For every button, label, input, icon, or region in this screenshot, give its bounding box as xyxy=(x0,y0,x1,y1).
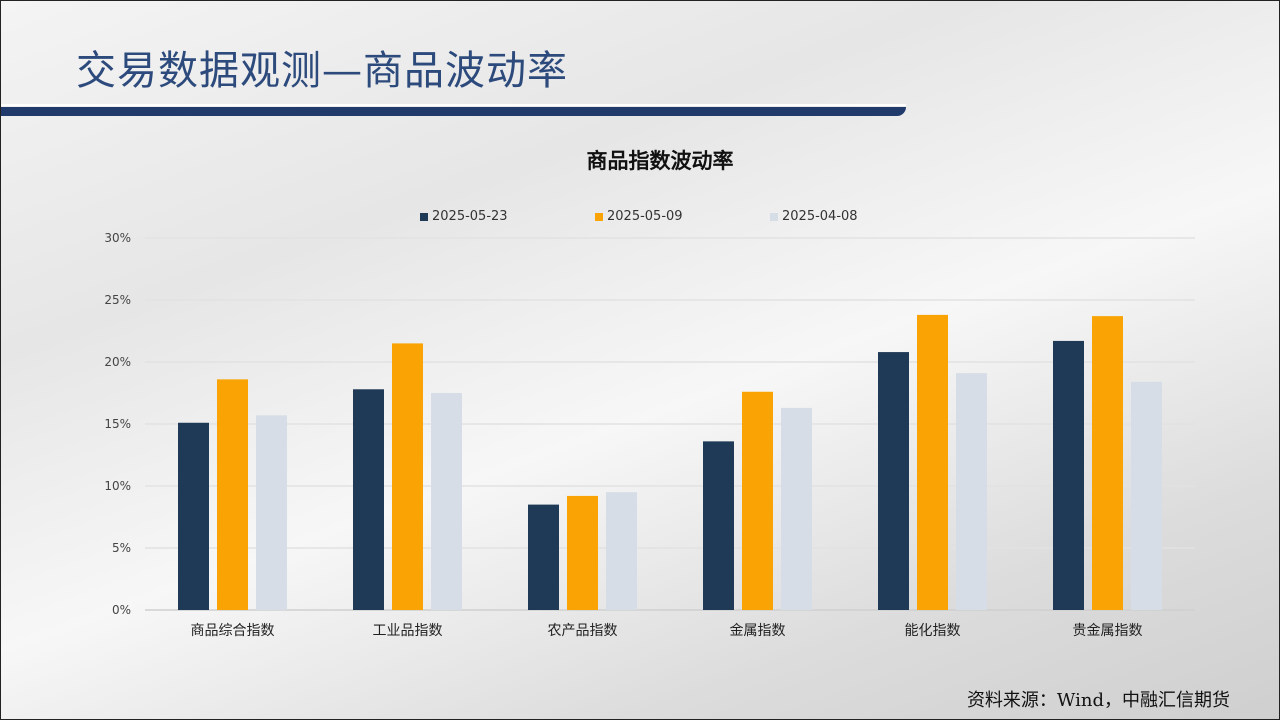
y-tick-label: 0% xyxy=(112,603,131,617)
title-underline-bar xyxy=(0,107,906,116)
bar xyxy=(1053,340,1084,610)
y-tick-label: 25% xyxy=(104,293,131,307)
y-tick-label: 10% xyxy=(104,479,131,493)
bar xyxy=(256,415,287,610)
y-tick-label: 30% xyxy=(104,231,131,245)
bar xyxy=(742,391,773,610)
legend-label: 2025-05-09 xyxy=(607,209,683,224)
x-category-label: 农产品指数 xyxy=(548,623,618,639)
legend-swatch xyxy=(770,212,778,221)
bar xyxy=(781,407,812,610)
bar xyxy=(1131,381,1162,610)
y-tick-label: 15% xyxy=(104,417,131,431)
legend-swatch xyxy=(595,212,603,221)
bar xyxy=(528,504,559,610)
x-category-label: 商品综合指数 xyxy=(191,623,275,639)
slide-title: 交易数据观测—商品波动率 xyxy=(76,48,568,94)
legend-swatch xyxy=(420,212,428,221)
source-note: 资料来源：Wind，中融汇信期货 xyxy=(966,690,1230,711)
title-underline-highlight xyxy=(0,104,906,106)
y-tick-label: 5% xyxy=(112,541,131,555)
bar xyxy=(392,343,423,610)
chart-title: 商品指数波动率 xyxy=(586,149,734,173)
bar xyxy=(353,389,384,610)
x-category-label: 金属指数 xyxy=(730,623,786,639)
x-category-label: 贵金属指数 xyxy=(1073,623,1143,639)
x-category-label: 能化指数 xyxy=(905,623,961,639)
legend-item-2: 2025-05-09 xyxy=(595,209,683,224)
bar xyxy=(567,495,598,610)
bar xyxy=(1092,316,1123,610)
y-tick-label: 20% xyxy=(104,355,131,369)
legend-item-1: 2025-05-23 xyxy=(420,209,508,224)
bar xyxy=(217,379,248,610)
bar xyxy=(703,441,734,610)
x-category-label: 工业品指数 xyxy=(373,623,443,639)
bar xyxy=(878,352,909,610)
bar xyxy=(178,422,209,610)
legend-item-3: 2025-04-08 xyxy=(770,209,858,224)
bar xyxy=(956,373,987,610)
bar xyxy=(606,492,637,610)
legend-label: 2025-05-23 xyxy=(432,209,508,224)
bar xyxy=(431,393,462,610)
bar xyxy=(917,314,948,610)
legend-label: 2025-04-08 xyxy=(782,209,858,224)
